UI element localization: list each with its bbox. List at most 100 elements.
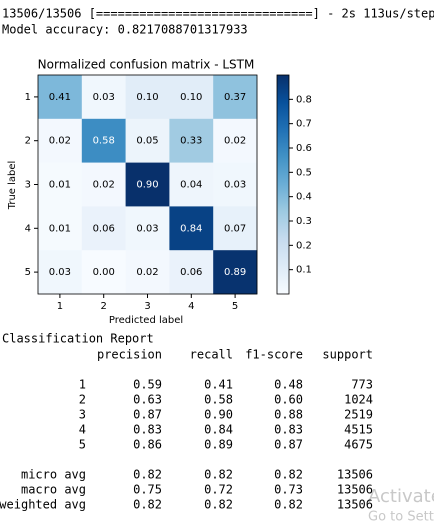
cell-label: 0.10 (180, 92, 202, 103)
cell-label: 0.02 (93, 180, 115, 191)
heatmap-cell (125, 118, 170, 163)
report-cell: 773 (351, 378, 373, 392)
heatmap-cell (81, 118, 126, 163)
cell-label: 0.05 (136, 136, 158, 147)
report-cell: 13506 (337, 498, 373, 512)
heatmap-cell (81, 162, 126, 207)
colorbar (276, 74, 290, 295)
watermark: Activate (368, 486, 434, 507)
report-row-label: weighted avg (0, 498, 86, 512)
report-header: recall (190, 348, 233, 362)
report-cell: 0.48 (274, 378, 303, 392)
heatmap-cell (213, 162, 258, 207)
x-tick-label: 1 (57, 301, 63, 312)
report-cell: 13506 (337, 468, 373, 482)
heatmap-cell (125, 162, 170, 207)
cell-label: 0.02 (224, 136, 246, 147)
cell-label: 0.03 (136, 223, 158, 234)
report-cell: 0.72 (204, 483, 233, 497)
report-cell: 1024 (344, 393, 373, 407)
report-cell: 0.75 (133, 483, 162, 497)
heatmap-cell (38, 250, 83, 295)
report-cell: 0.89 (204, 438, 233, 452)
cell-label: 0.01 (49, 223, 71, 234)
report-cell: 13506 (337, 483, 373, 497)
cell-label: 0.02 (49, 136, 71, 147)
x-tick-label: 3 (144, 301, 150, 312)
y-tick-label: 2 (25, 136, 31, 147)
report-cell: 0.82 (274, 498, 303, 512)
report-cell: 0.60 (274, 393, 303, 407)
y-tick-label: 4 (25, 223, 31, 234)
report-cell: 0.83 (133, 423, 162, 437)
report-row-label: 5 (79, 438, 86, 452)
cell-label: 0.02 (136, 267, 158, 278)
y-tick-label: 3 (25, 180, 31, 191)
cell-label: 0.37 (224, 92, 246, 103)
report-cell: 0.87 (133, 408, 162, 422)
report-cell: 2519 (344, 408, 373, 422)
report-cell: 0.58 (204, 393, 233, 407)
heatmap-cell (213, 118, 258, 163)
report-header: f1-score (245, 348, 303, 362)
report-title: Classification Report (2, 332, 154, 346)
report-cell: 0.83 (274, 423, 303, 437)
y-tick-label: 1 (25, 92, 31, 103)
heatmap-cell (169, 162, 214, 207)
cell-label: 0.01 (49, 180, 71, 191)
heatmap-cell (213, 75, 258, 120)
heatmap-cell (125, 75, 170, 120)
cell-label: 0.41 (49, 92, 71, 103)
heatmap-cell (125, 206, 170, 251)
cell-label: 0.84 (180, 223, 202, 234)
report-row-label: 1 (79, 378, 86, 392)
report-cell: 0.84 (204, 423, 233, 437)
x-tick-label: 4 (188, 301, 194, 312)
colorbar-tick-label: 0.6 (296, 143, 312, 154)
x-tick-label: 5 (232, 301, 238, 312)
report-row-label: 4 (79, 423, 86, 437)
report-cell: 0.59 (133, 378, 162, 392)
heatmap-cell (81, 75, 126, 120)
report-cell: 4675 (344, 438, 373, 452)
cell-label: 0.06 (180, 267, 202, 278)
colorbar-tick-label: 0.4 (296, 192, 312, 203)
report-cell: 0.90 (204, 408, 233, 422)
colorbar-tick-label: 0.3 (296, 216, 312, 227)
y-tick-label: 5 (25, 267, 31, 278)
cell-label: 0.89 (224, 267, 246, 278)
watermark: Go to Sett (368, 510, 434, 521)
report-cell: 0.41 (204, 378, 233, 392)
report-cell: 0.86 (133, 438, 162, 452)
heatmap-cell (81, 206, 126, 251)
heatmap-cell (81, 250, 126, 295)
report-cell: 0.82 (133, 468, 162, 482)
cell-label: 0.06 (93, 223, 115, 234)
cell-label: 0.33 (180, 136, 202, 147)
accuracy-line: Model accuracy: 0.8217088701317933 (2, 23, 248, 37)
report-cell: 0.82 (204, 498, 233, 512)
colorbar-tick-label: 0.7 (296, 119, 312, 130)
cell-label: 0.07 (224, 223, 246, 234)
report-row-label: 2 (79, 393, 86, 407)
colorbar-tick-label: 0.1 (296, 265, 312, 276)
cell-label: 0.04 (180, 180, 202, 191)
cell-label: 0.03 (224, 180, 246, 191)
report-cell: 0.63 (133, 393, 162, 407)
chart-title: Normalized confusion matrix - LSTM (38, 58, 255, 72)
heatmap-cell (169, 250, 214, 295)
report-header: support (322, 348, 373, 362)
colorbar-tick-label: 0.2 (296, 240, 312, 251)
report-cell: 0.88 (274, 408, 303, 422)
progress-line: 13506/13506 [===========================… (2, 7, 434, 21)
report-row-label: 3 (79, 408, 86, 422)
heatmap-cell (213, 206, 258, 251)
cell-label: 0.00 (93, 267, 115, 278)
heatmap-cell (169, 75, 214, 120)
cell-label: 0.03 (49, 267, 71, 278)
heatmap-cell (213, 250, 258, 295)
x-axis-label: Predicted label (109, 315, 183, 326)
report-cell: 0.82 (274, 468, 303, 482)
report-cell: 0.87 (274, 438, 303, 452)
